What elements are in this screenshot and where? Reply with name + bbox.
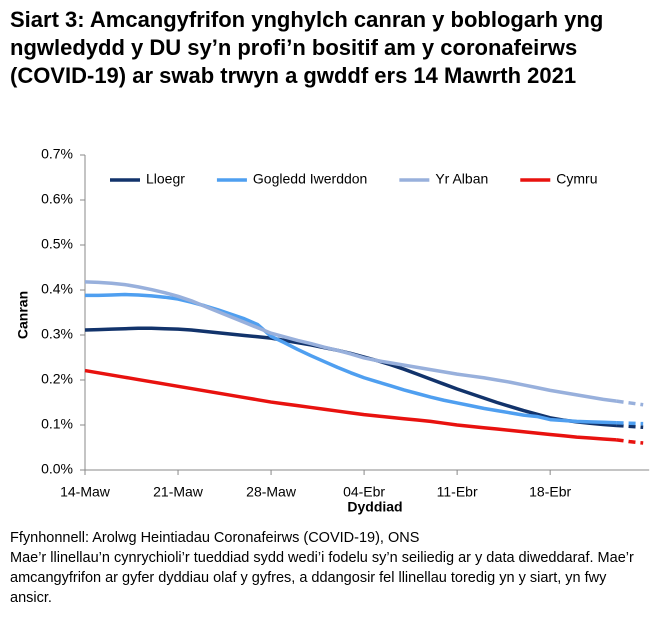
y-tick-label: 0.3% (41, 326, 73, 342)
x-tick-label: 11-Ebr (437, 484, 478, 500)
legend-label: Yr Alban (435, 171, 488, 187)
y-tick-label: 0.6% (41, 191, 73, 207)
legend-label: Cymru (556, 171, 597, 187)
legend-label: Gogledd Iwerddon (253, 171, 367, 187)
x-axis-label: Dyddiad (347, 499, 402, 515)
y-tick-label: 0.4% (41, 281, 73, 297)
series-line-estimate (616, 399, 644, 407)
x-tick-label: 28-Maw (246, 484, 297, 500)
source: Ffynhonnell: Arolwg Heintiadau Coronafei… (10, 530, 420, 546)
series-line (85, 292, 617, 425)
y-tick-label: 0.5% (41, 236, 73, 252)
notes: Ffynhonnell: Arolwg Heintiadau Coronafei… (10, 528, 640, 608)
x-tick-label: 04-Ebr (343, 484, 385, 500)
note: Mae’r llinellau’n cynrychioli’r tueddiad… (10, 550, 634, 606)
series-line (84, 280, 617, 403)
series-line (84, 326, 617, 428)
legend-label: Lloegr (146, 171, 185, 187)
y-axis-label: Canran (15, 291, 31, 339)
x-tick-label: 14-Maw (60, 484, 111, 500)
x-tick-label: 18-Ebr (529, 484, 571, 500)
y-tick-label: 0.1% (41, 416, 73, 432)
chart: Canran Dyddiad 0.0% 0.1% 0.2% 0.3% 0.4% 0.5% 0… (15, 146, 650, 515)
series-line-estimate (616, 421, 644, 426)
y-tick-label: 0.7% (41, 146, 73, 162)
x-tick-label: 21-Maw (153, 484, 204, 500)
series-line-estimate (616, 438, 644, 445)
series-line-estimate (616, 423, 644, 429)
series-line (84, 368, 617, 442)
y-tick-label: 0.2% (41, 371, 73, 387)
chart-title: Siart 3: Amcangyfrifon ynghylch canran y… (10, 7, 604, 88)
y-tick-label: 0.0% (41, 461, 73, 477)
